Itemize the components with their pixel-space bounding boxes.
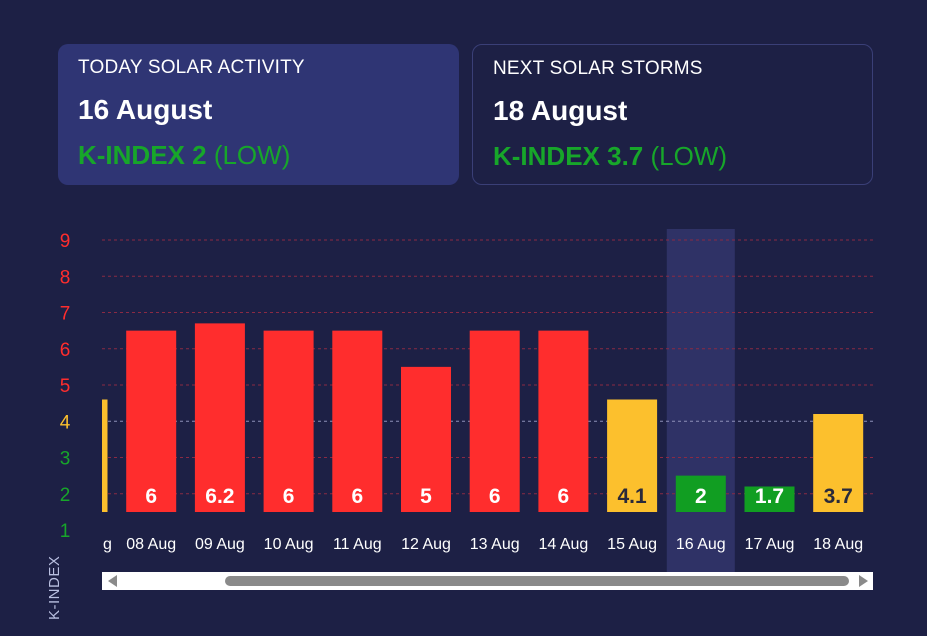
next-card-date: 18 August [493, 95, 628, 126]
bar-value-label: 5 [420, 485, 432, 508]
x-tick-label: 11 Aug [333, 536, 382, 553]
bar-value-label: 6 [489, 485, 501, 508]
x-tick-label: 17 Aug [745, 536, 795, 553]
bar-value-label: 6 [351, 485, 363, 508]
bar [194, 323, 245, 512]
bar-value-label: 6 [283, 485, 295, 508]
bar [607, 399, 658, 512]
today-kindex-level: (LOW) [213, 140, 291, 170]
scroll-left-arrow-icon[interactable] [108, 575, 117, 587]
bar-value-label: 3.7 [824, 485, 853, 508]
x-tick-label: 15 Aug [607, 536, 657, 553]
y-axis-title: K-INDEX [46, 555, 63, 620]
bar [813, 414, 864, 512]
bar-value-label: 6 [145, 485, 157, 508]
x-tick-label: 10 Aug [264, 536, 314, 553]
bar-value-label: 6.2 [205, 485, 234, 508]
x-tick-label-partial: g [103, 536, 112, 553]
x-tick-label: 14 Aug [538, 536, 588, 553]
next-kindex-value: K-INDEX 3.7 [493, 141, 644, 171]
next-card-kindex: K-INDEX 3.7 (LOW) [493, 141, 852, 172]
y-tick-label: 9 [60, 231, 71, 252]
bar [401, 366, 451, 512]
chart-horizontal-scrollbar[interactable] [102, 572, 873, 590]
bar [675, 475, 726, 512]
bars-group: 6 08 Aug 6.2 09 Aug 6 10 Aug 6 11 Aug 5 12 Aug 6 13… [102, 323, 864, 553]
today-activity-card: TODAY SOLAR ACTIVITY 16 August K-INDEX 2… [58, 44, 459, 185]
scroll-thumb[interactable] [225, 576, 849, 586]
y-tick-label: 1 [60, 521, 71, 542]
bar [126, 330, 177, 512]
bar [332, 330, 383, 512]
x-tick-label: 16 Aug [676, 536, 726, 553]
x-tick-label: 13 Aug [470, 536, 520, 553]
y-tick-label: 6 [60, 340, 71, 361]
bar-value-label: 4.1 [617, 485, 647, 508]
x-tick-label: 08 Aug [126, 536, 176, 553]
x-tick-label: 18 Aug [813, 536, 863, 553]
bar [263, 330, 314, 512]
today-kindex-value: K-INDEX 2 [78, 140, 207, 170]
bar-value-label: 1.7 [755, 485, 784, 508]
bar [469, 330, 520, 512]
bar [102, 399, 108, 512]
today-card-kindex: K-INDEX 2 (LOW) [78, 140, 439, 171]
x-tick-label: 12 Aug [401, 536, 451, 553]
y-tick-label: 8 [60, 267, 71, 288]
y-tick-label: 5 [60, 376, 71, 397]
today-card-title: TODAY SOLAR ACTIVITY [78, 57, 305, 78]
next-kindex-level: (LOW) [650, 141, 728, 171]
y-tick-label: 7 [60, 304, 71, 325]
y-tick-label: 4 [60, 412, 71, 433]
highlight-band [666, 229, 735, 572]
x-tick-label: 09 Aug [195, 536, 245, 553]
bar-value-label: 2 [695, 485, 707, 508]
scroll-right-arrow-icon[interactable] [859, 575, 868, 587]
y-tick-label: 3 [60, 449, 71, 470]
y-tick-label: 2 [60, 485, 71, 506]
bar [538, 330, 589, 512]
bar [744, 486, 795, 512]
bar-value-label: 6 [558, 485, 570, 508]
today-card-date: 16 August [78, 94, 213, 125]
next-card-title: NEXT SOLAR STORMS [493, 58, 703, 79]
next-storms-card: NEXT SOLAR STORMS 18 August K-INDEX 3.7 … [472, 44, 873, 185]
